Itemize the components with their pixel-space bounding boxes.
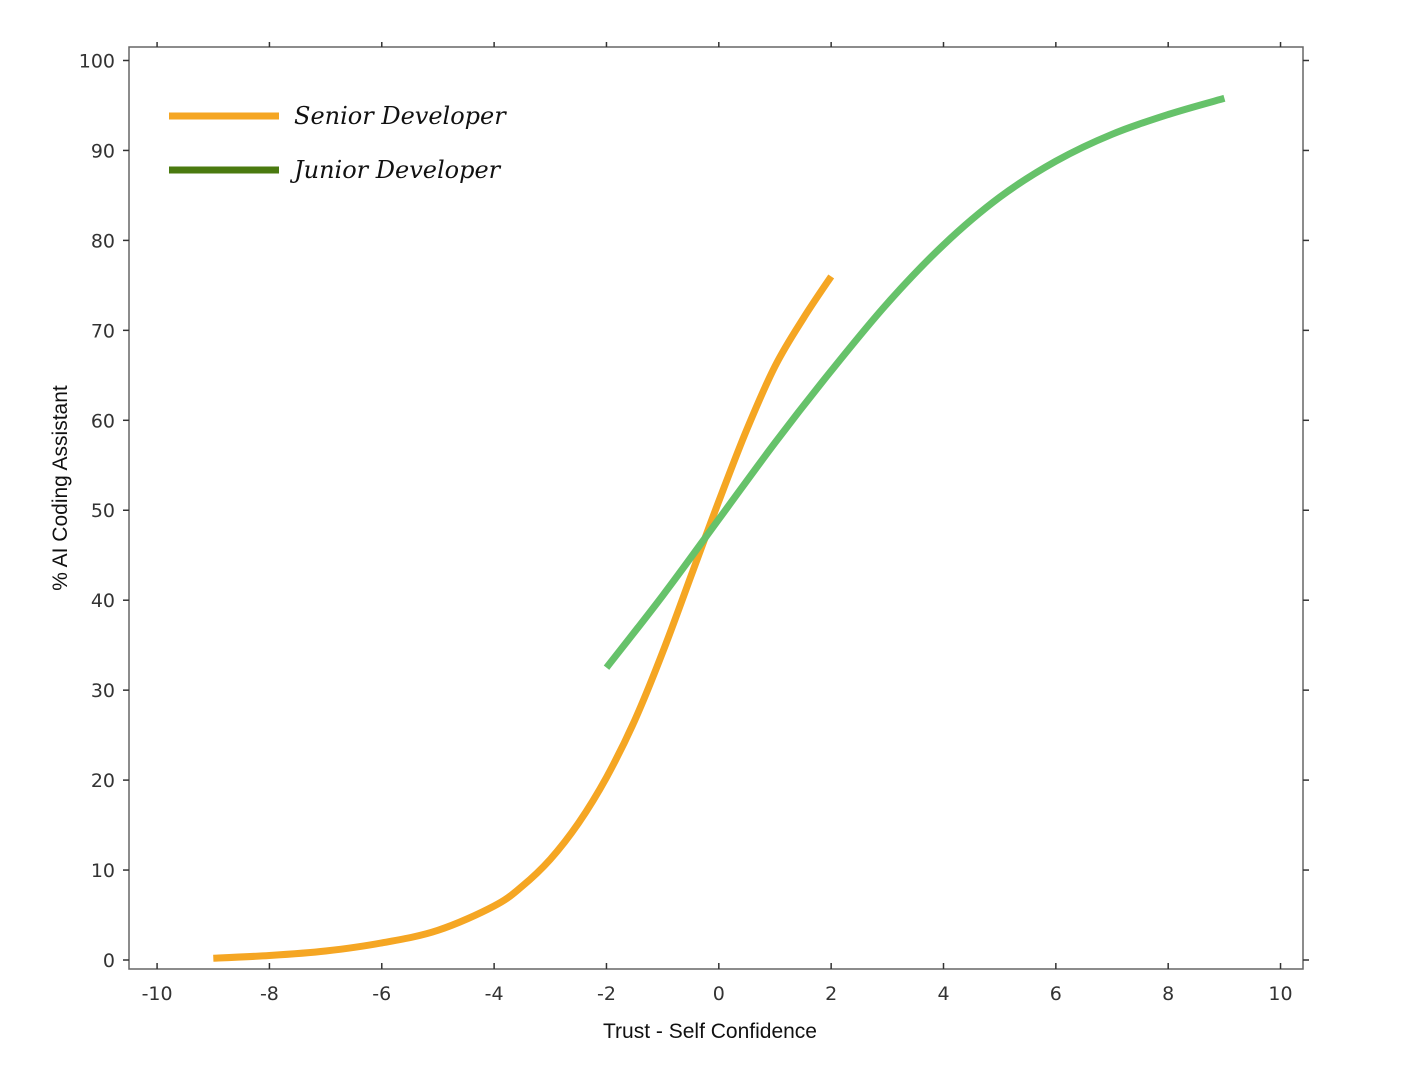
y-axis-title: % AI Coding Assistant: [49, 385, 72, 591]
x-tick-label: 0: [713, 983, 725, 1005]
series-line-junior-developer: [603, 94, 1226, 670]
x-tick-label: -8: [260, 983, 279, 1005]
legend-label: Junior Developer: [289, 156, 502, 184]
x-tick-label: 2: [825, 983, 837, 1005]
legend-label: Senior Developer: [294, 102, 507, 130]
y-tick-label: 40: [91, 590, 115, 612]
y-tick-label: 20: [91, 770, 115, 792]
x-tick-label: 8: [1162, 983, 1174, 1005]
y-tick-label: 90: [91, 140, 115, 162]
y-tick-label: 80: [91, 230, 115, 252]
x-tick-label: 6: [1050, 983, 1062, 1005]
y-tick-label: 0: [103, 950, 115, 972]
plot-frame: [128, 46, 1304, 970]
x-tick-label: 4: [937, 983, 949, 1005]
x-tick-label: 10: [1268, 983, 1292, 1005]
x-tick-label: -10: [142, 983, 173, 1005]
y-tick-label: 50: [91, 500, 115, 522]
x-tick-label: -6: [372, 983, 391, 1005]
y-tick-label: 70: [91, 320, 115, 342]
series-lines: [213, 94, 1226, 962]
x-axis-title: Trust - Self Confidence: [603, 1020, 817, 1043]
series-line-senior-developer: [213, 274, 835, 962]
y-tick-label: 100: [79, 50, 115, 72]
legend: Senior Developer Junior Developer: [169, 102, 507, 184]
y-tick-label: 60: [91, 410, 115, 432]
x-tick-label: -4: [485, 983, 504, 1005]
y-tick-label: 10: [91, 860, 115, 882]
y-tick-label: 30: [91, 680, 115, 702]
x-tick-label: -2: [597, 983, 616, 1005]
